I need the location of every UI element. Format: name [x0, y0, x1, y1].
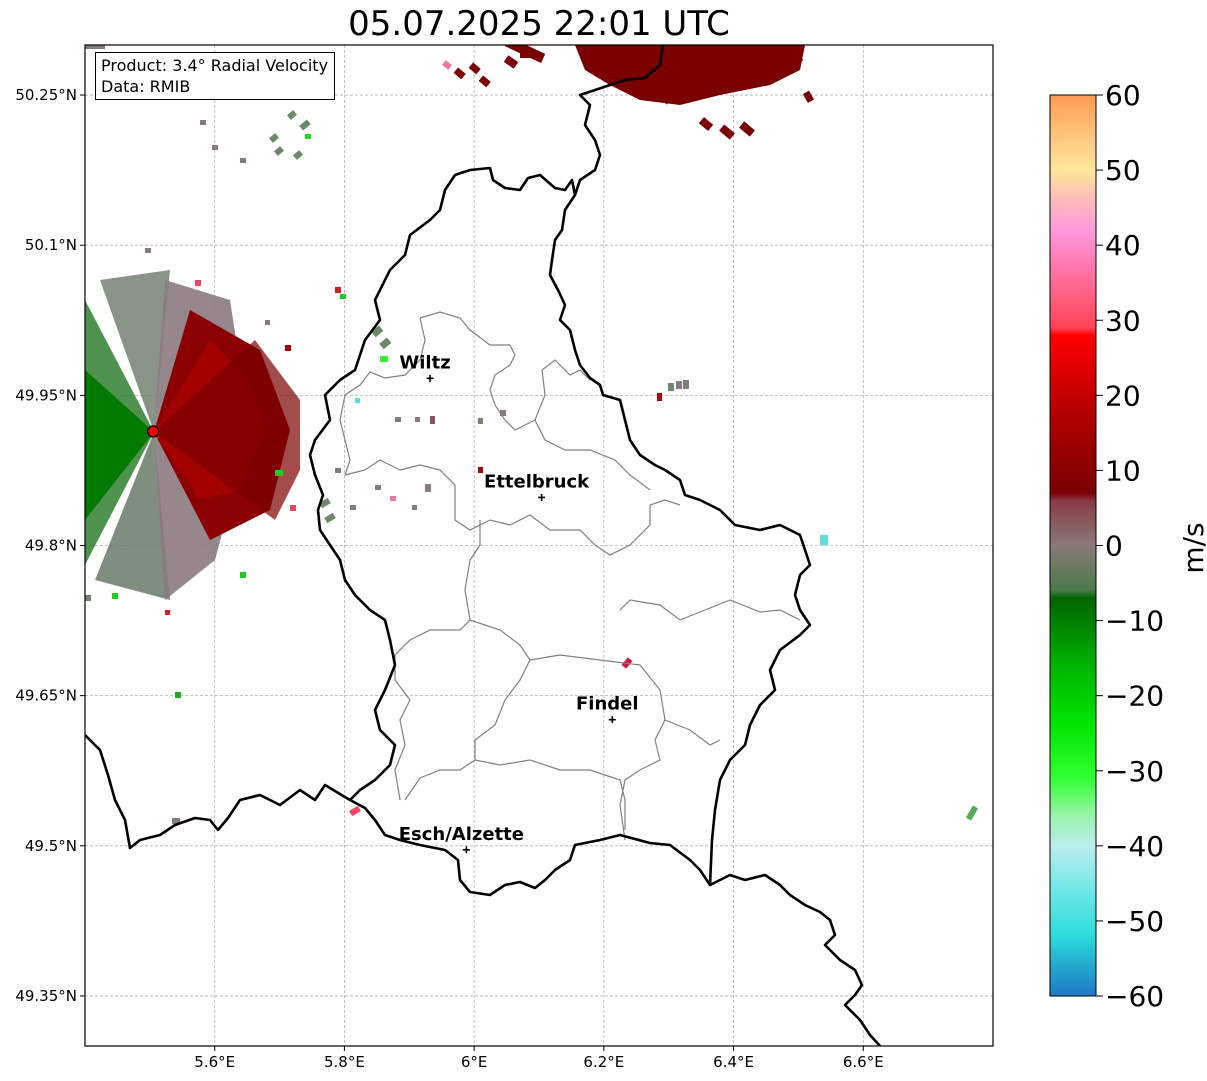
city-label: Findel	[576, 694, 639, 715]
colorbar-tick-label: −60	[1105, 980, 1164, 1013]
colorbar-tick-label: 40	[1105, 229, 1141, 262]
colorbar-tick-label: 60	[1105, 79, 1141, 112]
colorbar-tick-label: −50	[1105, 905, 1164, 938]
colorbar-tick-label: −40	[1105, 830, 1164, 863]
city-label: Esch/Alzette	[399, 824, 524, 845]
colorbar-tick-label: 0	[1105, 530, 1123, 563]
x-tick-label: 6.4°E	[713, 1053, 754, 1071]
colorbar: 60 50 40 30 20 10 0 −10 −20 −30 −40 −50 −60 m/s	[1050, 79, 1207, 1013]
y-tick-label: 49.35°N	[15, 987, 77, 1005]
y-tick-label: 49.5°N	[25, 837, 77, 855]
x-tick-label: 6.2°E	[583, 1053, 624, 1071]
product-label: Product: 3.4° Radial Velocity	[101, 55, 328, 76]
colorbar-unit-label: m/s	[1177, 522, 1207, 573]
map-title: 05.07.2025 22:01 UTC	[85, 4, 993, 44]
x-tick-label: 5.8°E	[324, 1053, 365, 1071]
y-tick-label: 50.25°N	[15, 86, 77, 104]
radar-site-marker	[148, 426, 159, 437]
colorbar-tick-label: −30	[1105, 755, 1164, 788]
colorbar-tick-label: −20	[1105, 680, 1164, 713]
colorbar-ticks: 60 50 40 30 20 10 0 −10 −20 −30 −40 −50 −60	[1096, 79, 1164, 1013]
y-tick-label: 50.1°N	[25, 236, 77, 254]
city-label: Ettelbruck	[484, 471, 590, 492]
x-tick-label: 5.6°E	[194, 1053, 235, 1071]
y-tick-label: 49.8°N	[25, 537, 77, 555]
y-tick-label: 49.95°N	[15, 386, 77, 404]
colorbar-tick-label: 50	[1105, 154, 1141, 187]
colorbar-tick-label: −10	[1105, 605, 1164, 638]
product-info-box: Product: 3.4° Radial Velocity Data: RMIB	[95, 52, 335, 100]
city-label: Wiltz	[399, 352, 450, 373]
x-tick-label: 6.6°E	[843, 1053, 884, 1071]
y-tick-label: 49.65°N	[15, 687, 77, 705]
colorbar-tick-label: 20	[1105, 379, 1141, 412]
colorbar-tick-label: 10	[1105, 454, 1141, 487]
colorbar-gradient	[1050, 95, 1096, 996]
x-tick-label: 6°E	[461, 1053, 488, 1071]
colorbar-tick-label: 30	[1105, 304, 1141, 337]
data-source-label: Data: RMIB	[101, 76, 328, 97]
